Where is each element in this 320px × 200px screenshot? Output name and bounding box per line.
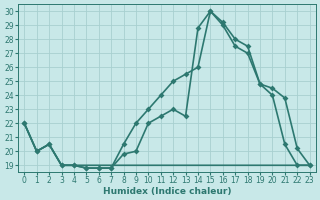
X-axis label: Humidex (Indice chaleur): Humidex (Indice chaleur): [103, 187, 231, 196]
